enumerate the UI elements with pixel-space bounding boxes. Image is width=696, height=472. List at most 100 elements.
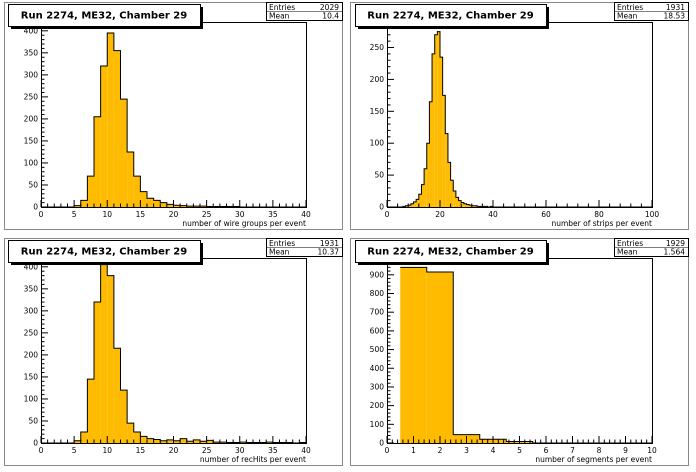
x-tick-label: 15 (136, 446, 146, 455)
x-tick-label: 35 (268, 446, 278, 455)
histogram-bar (455, 197, 459, 207)
histogram-bar (80, 200, 88, 207)
histogram-bar (166, 439, 174, 443)
histogram-bar (140, 191, 147, 207)
x-tick-label: 25 (202, 210, 212, 219)
histogram-bar (74, 440, 81, 443)
chart-title: Run 2274, ME32, Chamber 29 (21, 11, 187, 22)
y-tick-label: 0 (33, 439, 38, 448)
histogram-bar (74, 205, 81, 207)
y-tick-label: 400 (370, 364, 385, 373)
x-tick-label: 5 (72, 210, 77, 219)
stats-entries-value: 1931 (666, 3, 685, 12)
histogram-bar (200, 441, 207, 443)
histogram-bar (469, 205, 472, 207)
stats-mean-value: 1.564 (664, 248, 686, 257)
histogram-bar (405, 205, 409, 207)
x-tick-label: 10 (102, 446, 112, 455)
x-tick-label: 0 (39, 446, 44, 455)
x-tick-label: 40 (488, 210, 498, 219)
y-tick-label: 200 (24, 350, 39, 359)
stats-box: Entries 1931 Mean 10.37 (266, 238, 343, 257)
histogram-bar (408, 205, 411, 207)
y-tick-label: 200 (24, 114, 39, 123)
x-axis-label: number of strips per event (551, 219, 652, 228)
histogram-bar (180, 205, 187, 207)
plot-frame (41, 22, 307, 208)
y-tick-label: 350 (24, 48, 39, 57)
x-tick-label: 9 (623, 446, 628, 455)
y-tick-label: 0 (379, 439, 384, 448)
y-tick-label: 50 (374, 171, 384, 180)
y-tick-label: 400 (24, 262, 39, 271)
histogram-bar (127, 423, 134, 443)
y-tick-label: 250 (24, 92, 39, 101)
stats-entries-label: Entries (617, 239, 643, 248)
plot-frame (41, 258, 307, 444)
histogram-bar (458, 200, 462, 207)
y-tick-label: 900 (370, 270, 385, 279)
histogram-bar (94, 116, 101, 207)
histogram-bar (100, 264, 108, 443)
stats-box: Entries 2029 Mean 10.4 (266, 2, 343, 21)
x-tick-label: 5 (72, 446, 77, 455)
stats-mean-value: 10.4 (322, 12, 339, 21)
histogram-bar (173, 440, 181, 443)
stats-entries-value: 1931 (320, 239, 339, 248)
histogram-bar (186, 441, 194, 443)
x-tick-label: 25 (202, 446, 212, 455)
histogram-bar (87, 176, 94, 207)
stats-entries-label: Entries (269, 3, 295, 12)
histogram-bar (166, 204, 174, 207)
x-axis-label: number of recHits per event (200, 455, 306, 464)
x-tick-label: 30 (235, 446, 245, 455)
x-tick-label: 35 (268, 210, 278, 219)
y-tick-label: 50 (28, 416, 38, 425)
histogram-outline (41, 264, 306, 444)
histogram-bar (418, 194, 422, 207)
x-tick-label: 0 (39, 210, 44, 219)
stats-entries-label: Entries (269, 239, 295, 248)
x-tick-label: 60 (541, 210, 551, 219)
stats-mean-value: 18.53 (664, 12, 686, 21)
y-tick-label: 100 (370, 420, 385, 429)
y-tick-label: 150 (370, 107, 385, 116)
histogram-bar (206, 440, 214, 443)
stats-mean-label: Mean (617, 12, 638, 21)
stats-box: Entries 1929 Mean 1.564 (614, 238, 689, 257)
histogram-bar (160, 202, 167, 207)
histogram-bar (133, 431, 141, 443)
histogram-bar (437, 31, 440, 207)
histogram-bar (120, 390, 128, 443)
histogram-bar (434, 34, 438, 207)
x-tick-label: 5 (517, 446, 522, 455)
x-tick-label: 10 (647, 446, 657, 455)
y-tick-label: 300 (24, 70, 39, 79)
histogram-bar (463, 203, 467, 207)
x-tick-label: 3 (464, 446, 469, 455)
stats-entries-value: 2029 (320, 3, 339, 12)
y-axis: 0 50 100 150 200 250 (370, 21, 394, 212)
x-tick-label: 20 (169, 446, 179, 455)
title-box (8, 4, 201, 27)
y-tick-label: 0 (33, 203, 38, 212)
histogram-bars (387, 31, 652, 208)
histogram-bar (447, 162, 451, 207)
histogram-bar (453, 191, 456, 207)
x-tick-label: 30 (235, 210, 245, 219)
histogram-bar (173, 205, 181, 207)
histogram-bar (140, 436, 147, 443)
y-tick-label: 100 (24, 394, 39, 403)
x-tick-label: 0 (385, 210, 390, 219)
histogram-bar (113, 50, 121, 207)
y-tick-label: 50 (28, 180, 38, 189)
histogram-bar (133, 176, 141, 207)
histogram-bar (442, 95, 446, 207)
stats-entries-label: Entries (617, 3, 643, 12)
histogram-bar (410, 203, 414, 207)
